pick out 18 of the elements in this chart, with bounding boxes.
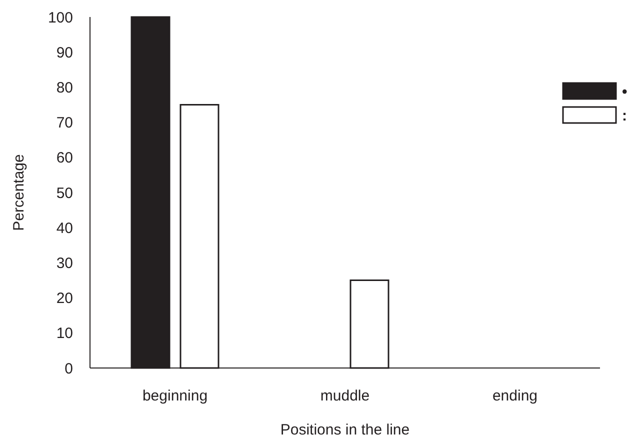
y-tick-label: 40 [56, 220, 73, 237]
y-tick-label: 50 [56, 184, 73, 202]
y-tick-label: 0 [64, 360, 73, 378]
x-tick-label: ending [492, 387, 538, 404]
legend-label: : [622, 107, 627, 124]
y-tick-label: 20 [56, 290, 73, 308]
legend-label: • [622, 83, 628, 100]
x-tick-label: muddle [320, 387, 370, 404]
y-tick-label: 90 [56, 44, 73, 62]
y-axis-title: Percentage [10, 154, 28, 231]
y-tick-label: 60 [56, 150, 73, 167]
y-tick-label: 30 [56, 254, 73, 272]
y-tick-label: 80 [56, 79, 73, 96]
y-tick-label: 70 [56, 114, 73, 132]
x-axis-title: Positions in the line [280, 421, 410, 438]
y-tick-label: 100 [48, 9, 73, 26]
y-tick-label: 10 [56, 325, 73, 342]
x-tick-label: beginning [142, 387, 208, 404]
